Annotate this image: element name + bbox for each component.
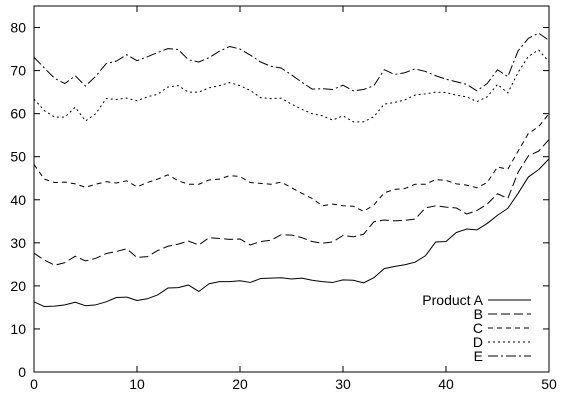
series-line-3 — [33, 49, 550, 123]
series-line-2 — [33, 113, 550, 212]
x-tick-label: 20 — [232, 376, 248, 392]
y-tick-label: 80 — [10, 20, 26, 36]
legend-label: Product A — [422, 292, 483, 308]
series-line-4 — [33, 32, 550, 92]
y-tick-label: 20 — [10, 278, 26, 294]
x-tick-label: 0 — [30, 376, 38, 392]
legend-label: E — [474, 348, 483, 364]
axis-ticks: 0 10 20 30 40 50 0 10 20 30 40 50 60 70 80 — [10, 6, 557, 392]
legend-label: D — [473, 334, 483, 350]
y-tick-label: 50 — [10, 149, 26, 165]
plot-frame — [33, 5, 550, 373]
x-tick-label: 40 — [438, 376, 454, 392]
y-tick-label: 0 — [18, 364, 26, 380]
series-lines — [33, 32, 550, 308]
legend-label: B — [474, 306, 483, 322]
y-tick-label: 10 — [10, 321, 26, 337]
x-tick-label: 50 — [541, 376, 557, 392]
series-line-0 — [33, 158, 550, 308]
series-line-1 — [33, 139, 550, 266]
y-tick-label: 30 — [10, 235, 26, 251]
legend-label: C — [473, 320, 483, 336]
x-tick-label: 30 — [335, 376, 351, 392]
y-tick-label: 70 — [10, 63, 26, 79]
y-tick-label: 40 — [10, 192, 26, 208]
x-tick-label: 10 — [129, 376, 145, 392]
y-tick-label: 60 — [10, 106, 26, 122]
